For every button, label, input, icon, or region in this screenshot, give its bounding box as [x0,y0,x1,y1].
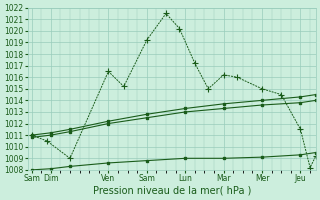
X-axis label: Pression niveau de la mer( hPa ): Pression niveau de la mer( hPa ) [92,186,251,196]
